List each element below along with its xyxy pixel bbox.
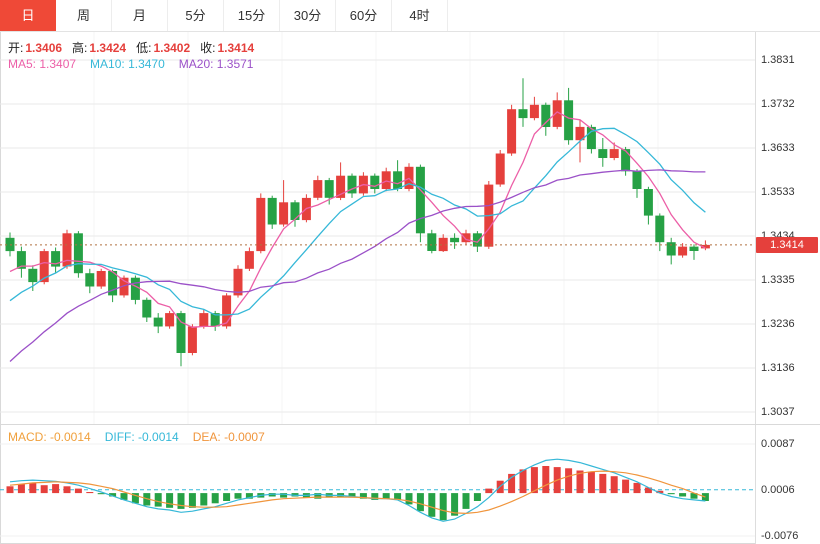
candlestick-chart[interactable]	[0, 32, 755, 424]
tab-week[interactable]: 周	[56, 0, 112, 31]
tab-4hour[interactable]: 4时	[392, 0, 448, 31]
tab-60min[interactable]: 60分	[336, 0, 392, 31]
tab-month[interactable]: 月	[112, 0, 168, 31]
macd-value: MACD: -0.0014	[8, 430, 91, 444]
tab-5min[interactable]: 5分	[168, 0, 224, 31]
macd-chart[interactable]	[0, 425, 755, 544]
ma10-value: MA10: 1.3470	[90, 57, 165, 71]
close-label: 收:	[200, 41, 216, 55]
macd-axis: 0.0087 0.0006 -0.0076	[755, 425, 820, 544]
open-value: 1.3406	[25, 41, 63, 55]
diff-value: DIFF: -0.0014	[104, 430, 179, 444]
ma20-value: MA20: 1.3571	[178, 57, 254, 71]
macd-axis-label: 0.0006	[761, 484, 795, 496]
macd-header: MACD: -0.0014 DIFF: -0.0014 DEA: -0.0007	[8, 430, 279, 444]
dea-value: DEA: -0.0007	[192, 430, 265, 444]
macd-axis-label: 0.0087	[761, 438, 795, 450]
price-axis-label: 1.3335	[761, 274, 795, 286]
ohlc-header: 开: 1.3406 高: 1.3424 低: 1.3402 收: 1.3414	[8, 39, 264, 56]
price-axis: 1.3831 1.3732 1.3633 1.3533 1.3434 1.3335 1.32…	[755, 32, 820, 424]
macd-axis-label: -0.0076	[761, 530, 799, 542]
price-axis-label: 1.3236	[761, 318, 795, 330]
price-axis-label: 1.3732	[761, 98, 795, 110]
last-price-tag: 1.3414	[756, 237, 818, 253]
price-axis-label: 1.3136	[761, 362, 795, 374]
tab-day[interactable]: 日	[0, 0, 56, 31]
macd-panel: MACD: -0.0014 DIFF: -0.0014 DEA: -0.0007 0…	[0, 424, 820, 544]
price-axis-label: 1.3533	[761, 186, 795, 198]
price-axis-label: 1.3037	[761, 406, 795, 418]
tab-15min[interactable]: 15分	[224, 0, 280, 31]
price-axis-label: 1.3633	[761, 142, 795, 154]
low-label: 低:	[136, 41, 152, 55]
close-value: 1.3414	[217, 41, 255, 55]
low-value: 1.3402	[153, 41, 191, 55]
tab-30min[interactable]: 30分	[280, 0, 336, 31]
price-axis-label: 1.3831	[761, 54, 795, 66]
main-chart-panel: 开: 1.3406 高: 1.3424 低: 1.3402 收: 1.3414 MA5: 1.…	[0, 32, 820, 424]
high-label: 高:	[72, 41, 88, 55]
period-toolbar: 日周月 5分 15分 30分 60分 4时	[0, 0, 820, 32]
high-value: 1.3424	[89, 41, 127, 55]
open-label: 开:	[8, 41, 24, 55]
ma5-value: MA5: 1.3407	[8, 57, 77, 71]
ma-header: MA5: 1.3407 MA10: 1.3470 MA20: 1.3571	[8, 57, 267, 71]
